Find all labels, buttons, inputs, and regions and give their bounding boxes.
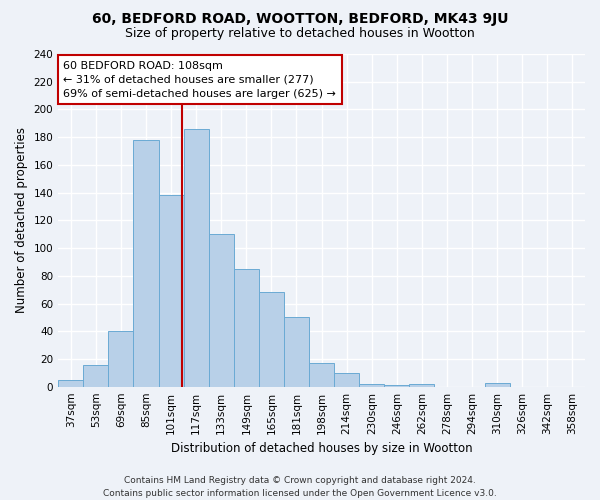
Bar [309,363,334,386]
Bar [334,373,359,386]
Text: 60 BEDFORD ROAD: 108sqm
← 31% of detached houses are smaller (277)
69% of semi-d: 60 BEDFORD ROAD: 108sqm ← 31% of detache… [64,60,337,98]
Bar [184,129,209,386]
Bar [209,234,234,386]
Text: Size of property relative to detached houses in Wootton: Size of property relative to detached ho… [125,28,475,40]
X-axis label: Distribution of detached houses by size in Wootton: Distribution of detached houses by size … [171,442,472,455]
Bar [234,269,259,386]
Bar [284,318,309,386]
Bar [485,382,510,386]
Bar [409,384,434,386]
Bar [359,384,385,386]
Bar [259,292,284,386]
Bar [133,140,158,386]
Text: 60, BEDFORD ROAD, WOOTTON, BEDFORD, MK43 9JU: 60, BEDFORD ROAD, WOOTTON, BEDFORD, MK43… [92,12,508,26]
Bar [109,331,133,386]
Bar [83,364,109,386]
Text: Contains HM Land Registry data © Crown copyright and database right 2024.
Contai: Contains HM Land Registry data © Crown c… [103,476,497,498]
Y-axis label: Number of detached properties: Number of detached properties [15,128,28,314]
Bar [158,196,184,386]
Bar [58,380,83,386]
